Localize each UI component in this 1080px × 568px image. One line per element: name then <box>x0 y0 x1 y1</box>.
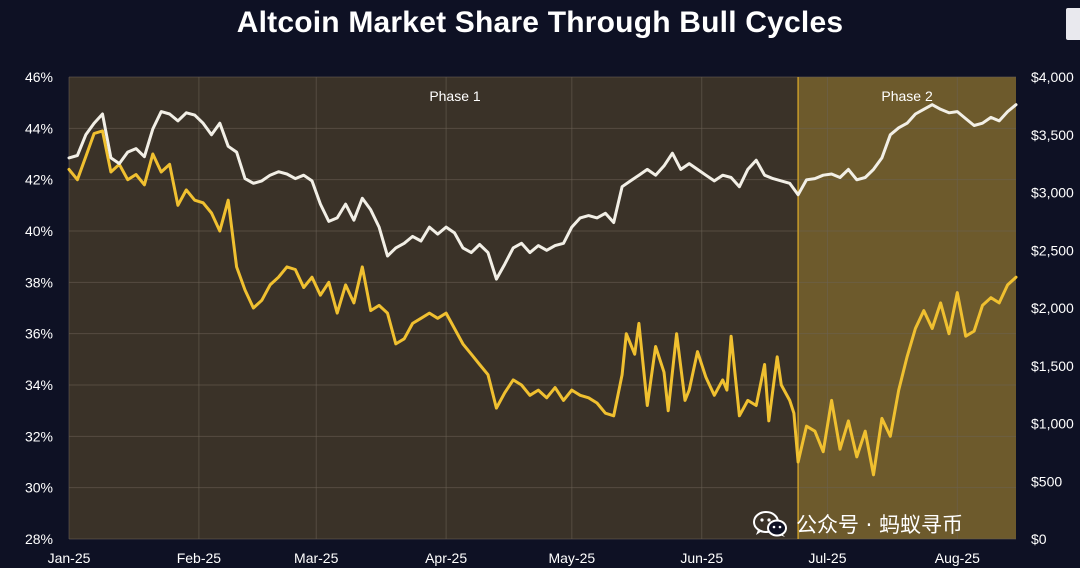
watermark-text: 公众号 · 蚂蚁寻币 <box>796 513 964 537</box>
phase-label: Phase 1 <box>429 88 481 104</box>
phase-2-region <box>798 77 1016 539</box>
price-line <box>67 103 1018 281</box>
left-tick-label: 34% <box>25 377 53 393</box>
x-tick-label: Aug-25 <box>935 550 980 566</box>
wechat-icon <box>753 511 787 537</box>
x-tick-label: Jul-25 <box>808 550 846 566</box>
right-tick-label: $500 <box>1031 473 1062 489</box>
altcoin-share-line <box>67 129 1018 477</box>
x-tick-label: Jun-25 <box>680 550 723 566</box>
left-tick-label: 40% <box>25 223 53 239</box>
left-axis-ticks: 28% 30% 32% 34% 36% 38% 40% 42% 44% 46% <box>25 69 53 547</box>
left-tick-label: 44% <box>25 120 53 136</box>
left-tick-label: 32% <box>25 428 53 444</box>
x-tick-label: May-25 <box>548 550 595 566</box>
right-tick-label: $2,500 <box>1031 242 1074 258</box>
left-tick-label: 36% <box>25 326 53 342</box>
series-layer <box>67 103 1018 477</box>
right-tick-label: $4,000 <box>1031 69 1074 85</box>
right-tick-label: $1,500 <box>1031 358 1074 374</box>
left-tick-label: 46% <box>25 69 53 85</box>
left-tick-label: 28% <box>25 531 53 547</box>
right-tick-label: $3,000 <box>1031 185 1074 201</box>
x-tick-label: Jan-25 <box>48 550 91 566</box>
phase-labels: Phase 1 Phase 2 <box>429 88 933 104</box>
grid-lines <box>68 76 1016 540</box>
chart-title: Altcoin Market Share Through Bull Cycles <box>236 6 844 39</box>
right-tick-label: $3,500 <box>1031 127 1074 143</box>
corner-logo-fragment <box>1066 8 1080 40</box>
left-tick-label: 42% <box>25 172 53 188</box>
left-tick-label: 38% <box>25 274 53 290</box>
x-tick-label: Apr-25 <box>425 550 467 566</box>
phase-label: Phase 2 <box>881 88 933 104</box>
x-tick-label: Mar-25 <box>294 550 339 566</box>
x-axis-ticks: Jan-25 Feb-25 Mar-25 Apr-25 May-25 Jun-25 Jul-… <box>48 550 981 566</box>
left-tick-label: 30% <box>25 480 53 496</box>
watermark: 公众号 · 蚂蚁寻币 <box>752 508 963 540</box>
right-tick-label: $2,000 <box>1031 300 1074 316</box>
right-tick-label: $1,000 <box>1031 416 1074 432</box>
right-axis-ticks: $0 $500 $1,000 $1,500 $2,000 $2,500 $3,000 $3,5… <box>1031 69 1074 547</box>
right-tick-label: $0 <box>1031 531 1047 547</box>
x-tick-label: Feb-25 <box>177 550 222 566</box>
